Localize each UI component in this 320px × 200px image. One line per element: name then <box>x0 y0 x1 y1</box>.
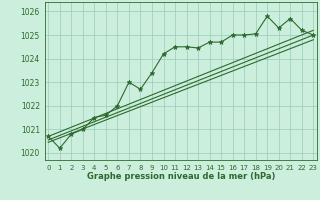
X-axis label: Graphe pression niveau de la mer (hPa): Graphe pression niveau de la mer (hPa) <box>87 172 275 181</box>
